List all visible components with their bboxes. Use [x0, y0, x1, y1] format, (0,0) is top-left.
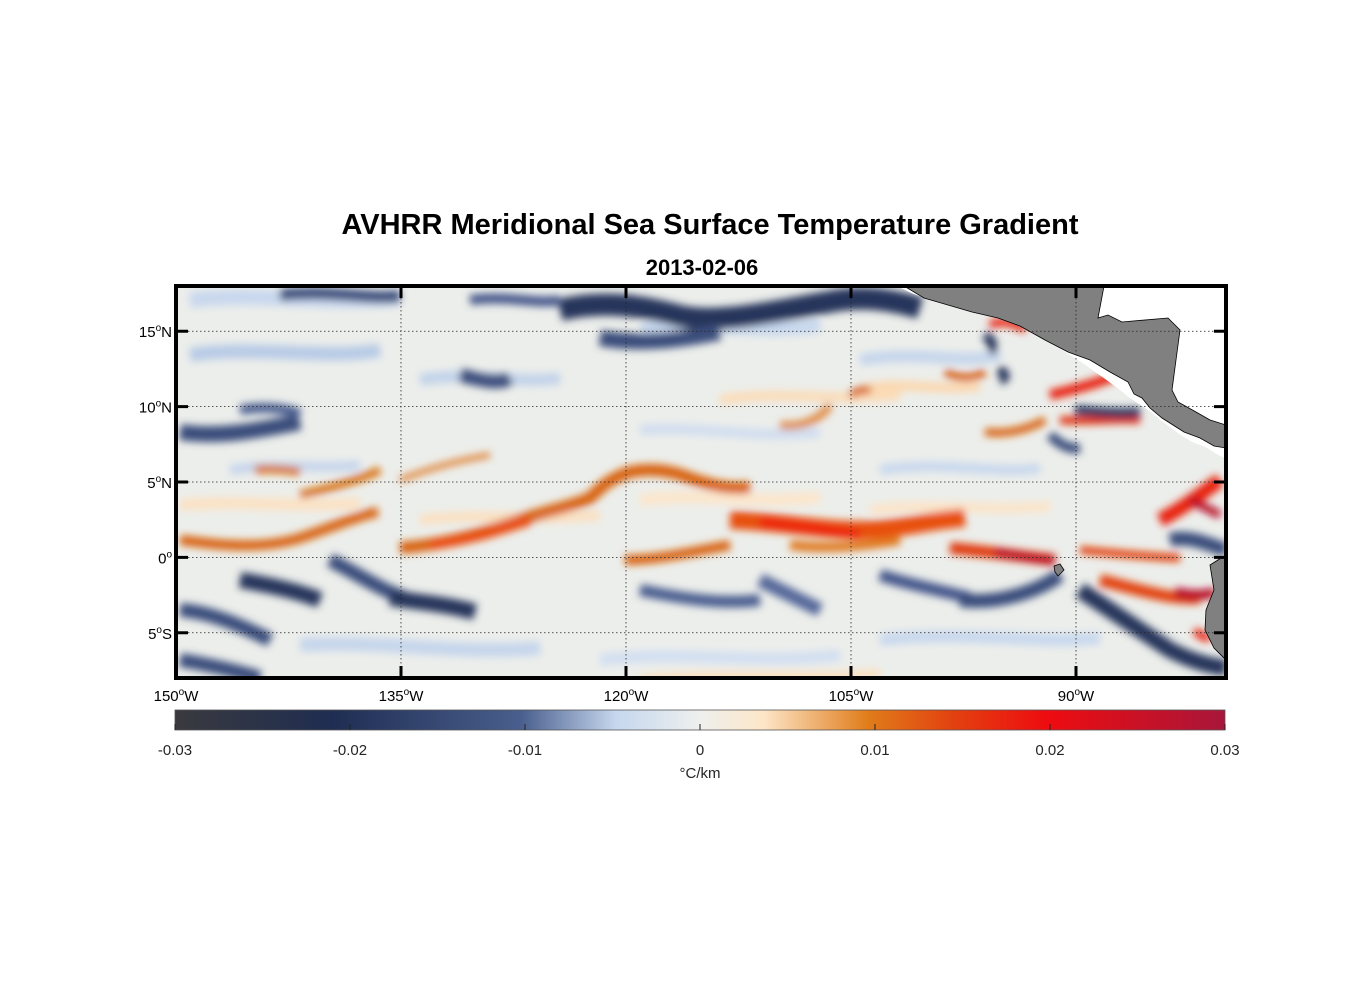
lat-tick-label: 0o: [158, 549, 172, 567]
lat-tick-number: 15: [139, 324, 156, 341]
degree-symbol: o: [1074, 687, 1080, 698]
colorbar-label: °C/km: [680, 765, 721, 782]
lat-tick-hemisphere: N: [161, 475, 172, 492]
lon-tick-hemisphere: W: [634, 688, 649, 705]
lat-tick-label: 15oN: [139, 323, 172, 341]
colorbar-tick-label: -0.03: [158, 742, 192, 759]
sst-gradient-field: [178, 287, 1226, 678]
degree-symbol: o: [156, 323, 162, 334]
degree-symbol: o: [156, 625, 162, 636]
lat-tick-label: 5oS: [148, 625, 172, 643]
colorbar-tick-label: -0.01: [508, 742, 542, 759]
degree-symbol: o: [404, 687, 410, 698]
lat-tick-number: 10: [139, 400, 156, 417]
lon-tick-number: 105: [829, 688, 854, 705]
lon-tick-number: 90: [1058, 688, 1075, 705]
colorbar-tick-label: 0.02: [1035, 742, 1064, 759]
lat-tick-number: 5: [148, 626, 156, 643]
lon-tick-hemisphere: W: [409, 688, 424, 705]
lat-tick-hemisphere: S: [162, 626, 172, 643]
colorbar-tick-label: -0.02: [333, 742, 367, 759]
lon-tick-hemisphere: W: [1080, 688, 1095, 705]
lon-tick-label: 120oW: [604, 687, 650, 705]
chart-title: AVHRR Meridional Sea Surface Temperature…: [341, 209, 1078, 241]
degree-symbol: o: [629, 687, 635, 698]
map-area: [176, 286, 1226, 678]
lon-tick-label: 135oW: [379, 687, 425, 705]
lon-tick-label: 150oW: [154, 687, 200, 705]
lat-tick-label: 5oN: [147, 474, 172, 492]
lat-tick-number: 5: [147, 475, 155, 492]
colorbar-ticks: -0.03 -0.02 -0.01 0 0.01 0.02 0.03: [158, 724, 1240, 759]
lat-tick-number: 0: [158, 550, 166, 567]
colorbar: -0.03 -0.02 -0.01 0 0.01 0.02 0.03 °C/km: [158, 709, 1240, 782]
colorbar-tick-label: 0: [696, 742, 704, 759]
lon-tick-label: 105oW: [829, 687, 875, 705]
chart-subtitle: 2013-02-06: [646, 255, 759, 280]
lat-tick-hemisphere: N: [161, 324, 172, 341]
lon-tick-number: 135: [379, 688, 404, 705]
lon-tick-label: 90oW: [1058, 687, 1095, 705]
colorbar-tick-label: 0.01: [860, 742, 889, 759]
lat-tick-label: 10oN: [139, 399, 172, 417]
graticule: [176, 286, 1226, 678]
lon-tick-hemisphere: W: [859, 688, 874, 705]
colorbar-tick-label: 0.03: [1210, 742, 1239, 759]
degree-symbol: o: [166, 549, 172, 560]
degree-symbol: o: [156, 474, 162, 485]
lat-tick-hemisphere: N: [161, 400, 172, 417]
lon-tick-number: 150: [154, 688, 179, 705]
lon-tick-hemisphere: W: [184, 688, 199, 705]
degree-symbol: o: [854, 687, 860, 698]
lon-tick-number: 120: [604, 688, 629, 705]
degree-symbol: o: [179, 687, 185, 698]
degree-symbol: o: [156, 399, 162, 410]
